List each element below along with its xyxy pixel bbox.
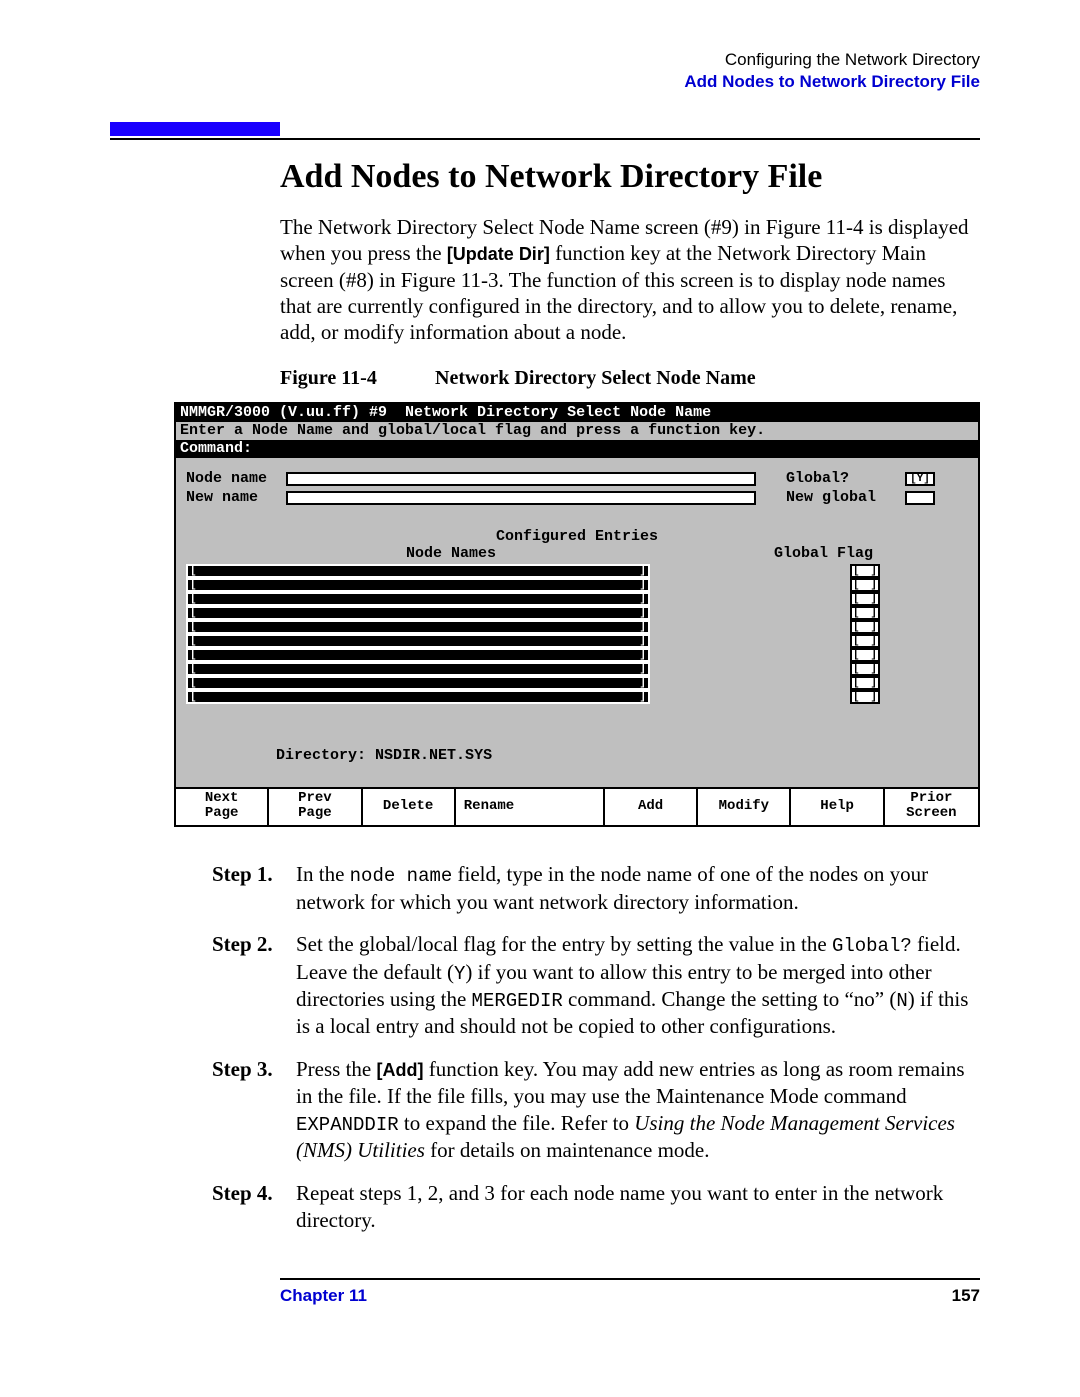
text: for details on maintenance mode. (425, 1138, 710, 1162)
header-section-path: Add Nodes to Network Directory File (110, 72, 980, 92)
node-name-entry[interactable]: [] (186, 662, 650, 676)
global-flag-entry[interactable]: [] (850, 606, 880, 620)
page-header: Configuring the Network Directory Add No… (110, 50, 980, 92)
function-key-row: NextPagePrevPageDeleteRenameAddModifyHel… (176, 787, 978, 825)
text: Repeat steps 1, 2, and 3 for each node n… (296, 1181, 943, 1232)
global-flag-column: [][][][][][][][][][] (850, 564, 880, 704)
main-content: Add Nodes to Network Directory File The … (280, 158, 980, 1306)
global-flag-entry[interactable]: [] (850, 648, 880, 662)
node-name-input[interactable] (286, 472, 756, 486)
node-names-col-header: Node Names (406, 545, 496, 562)
text: Set the global/local flag for the entry … (296, 932, 832, 956)
step: Step 4.Repeat steps 1, 2, and 3 for each… (212, 1180, 982, 1234)
global-label: Global? (786, 470, 901, 487)
text: command. Change the setting to “no” ( (563, 987, 897, 1011)
code-text: N (896, 990, 907, 1012)
code-text: MERGEDIR (472, 990, 563, 1012)
text: In the (296, 862, 350, 886)
fkey-add[interactable]: Add (605, 789, 698, 825)
new-global-input[interactable] (905, 491, 935, 505)
node-name-entry[interactable]: [] (186, 620, 650, 634)
fkey-next[interactable]: NextPage (176, 789, 269, 825)
figure-title: Network Directory Select Node Name (435, 367, 756, 389)
node-name-entry[interactable]: [] (186, 648, 650, 662)
global-flag-entry[interactable]: [] (850, 676, 880, 690)
terminal-prompt: Enter a Node Name and global/local flag … (176, 422, 978, 440)
entries-block: [][][][][][][][][][] [][][][][][][][][][… (186, 564, 968, 704)
terminal-command-label: Command: (176, 440, 978, 458)
new-global-label: New global (786, 489, 901, 506)
new-name-row: New name New global (186, 489, 968, 506)
node-name-entry[interactable]: [] (186, 676, 650, 690)
fkey-prior[interactable]: PriorScreen (885, 789, 978, 825)
header-chapter-path: Configuring the Network Directory (110, 50, 980, 70)
step: Step 3.Press the [Add] function key. You… (212, 1056, 982, 1164)
new-name-label: New name (186, 489, 286, 506)
footer-page-number: 157 (952, 1286, 980, 1306)
intro-paragraph: The Network Directory Select Node Name s… (280, 214, 980, 345)
step-body: In the node name field, type in the node… (296, 861, 982, 915)
node-name-column: [][][][][][][][][][] (186, 564, 650, 704)
step: Step 1.In the node name field, type in t… (212, 861, 982, 915)
node-name-row: Node name Global? [Y] (186, 470, 968, 487)
update-dir-keylabel: [Update Dir] (447, 244, 550, 264)
step-body: Set the global/local flag for the entry … (296, 931, 982, 1040)
text: Press the (296, 1057, 377, 1081)
fkey-modify[interactable]: Modify (698, 789, 791, 825)
fkey-help[interactable]: Help (791, 789, 884, 825)
entries-columns-header: Node Names Global Flag (186, 545, 968, 562)
node-name-entry[interactable]: [] (186, 592, 650, 606)
node-name-label: Node name (186, 470, 286, 487)
global-flag-entry[interactable]: [] (850, 620, 880, 634)
global-input[interactable]: [Y] (905, 472, 935, 486)
terminal-body: Node name Global? [Y] New name New globa… (176, 458, 978, 787)
steps-list: Step 1.In the node name field, type in t… (212, 861, 982, 1234)
key-label: [Add] (377, 1060, 424, 1080)
global-flag-col-header: Global Flag (774, 545, 873, 562)
step-label: Step 1. (212, 861, 296, 915)
step-label: Step 2. (212, 931, 296, 1040)
terminal-titlebar: NMMGR/3000 (V.uu.ff) #9 Network Director… (176, 404, 978, 422)
global-flag-entry[interactable]: [] (850, 592, 880, 606)
fkey-prev[interactable]: PrevPage (269, 789, 362, 825)
blue-accent-bar (110, 122, 280, 136)
global-flag-entry[interactable]: [] (850, 662, 880, 676)
terminal-screenshot: NMMGR/3000 (V.uu.ff) #9 Network Director… (174, 402, 980, 827)
configured-entries-header: Configured Entries (186, 528, 968, 545)
directory-line: Directory: NSDIR.NET.SYS (186, 730, 968, 781)
step-label: Step 3. (212, 1056, 296, 1164)
node-name-entry[interactable]: [] (186, 578, 650, 592)
node-name-entry[interactable]: [] (186, 606, 650, 620)
global-flag-entry[interactable]: [] (850, 564, 880, 578)
step: Step 2.Set the global/local flag for the… (212, 931, 982, 1040)
directory-label: Directory: (276, 747, 366, 764)
global-flag-entry[interactable]: [] (850, 634, 880, 648)
global-flag-entry[interactable]: [] (850, 578, 880, 592)
code-text: Y (454, 963, 465, 985)
fkey-rename[interactable]: Rename (456, 789, 605, 825)
footer-chapter: Chapter 11 (280, 1286, 367, 1306)
step-body: Press the [Add] function key. You may ad… (296, 1056, 982, 1164)
step-body: Repeat steps 1, 2, and 3 for each node n… (296, 1180, 982, 1234)
page: Configuring the Network Directory Add No… (110, 50, 980, 1306)
code-text: Global? (832, 935, 912, 957)
code-text: node name (350, 865, 453, 887)
new-name-input[interactable] (286, 491, 756, 505)
node-name-entry[interactable]: [] (186, 690, 650, 704)
section-title: Add Nodes to Network Directory File (280, 158, 980, 196)
node-name-entry[interactable]: [] (186, 634, 650, 648)
step-label: Step 4. (212, 1180, 296, 1234)
fkey-delete[interactable]: Delete (363, 789, 456, 825)
figure-number: Figure 11-4 (280, 367, 430, 390)
directory-value: NSDIR.NET.SYS (375, 747, 492, 764)
page-footer: Chapter 11 157 (280, 1280, 980, 1306)
global-flag-entry[interactable]: [] (850, 690, 880, 704)
text: to expand the file. Refer to (399, 1111, 635, 1135)
horizontal-rule (110, 138, 980, 140)
node-name-entry[interactable]: [] (186, 564, 650, 578)
figure-caption: Figure 11-4 Network Directory Select Nod… (280, 367, 980, 390)
code-text: EXPANDDIR (296, 1114, 399, 1136)
